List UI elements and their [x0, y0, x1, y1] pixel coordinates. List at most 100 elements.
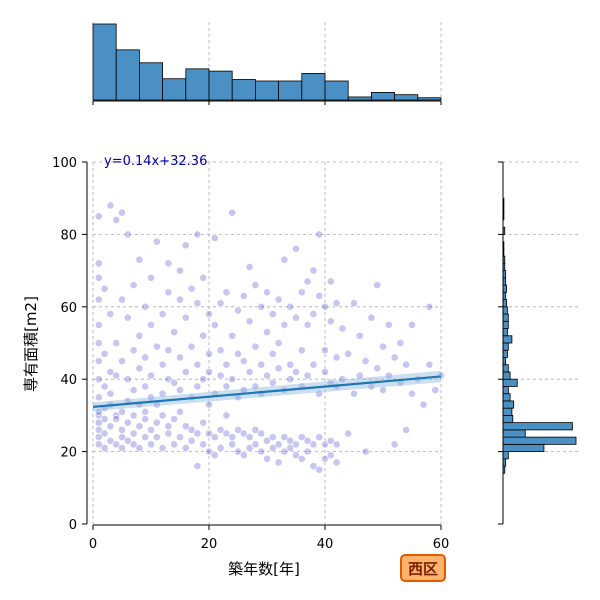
scatter-point — [297, 346, 306, 355]
scatter-point — [379, 386, 387, 394]
scatter-point — [361, 447, 370, 456]
y-tick-label: 60 — [60, 301, 77, 316]
right-hist-bar — [502, 335, 513, 344]
scatter-point — [257, 360, 266, 369]
scatter-point — [176, 295, 184, 304]
scatter-point — [292, 451, 300, 460]
scatter-point — [326, 277, 335, 286]
scatter-point — [315, 230, 324, 239]
scatter-point — [193, 360, 202, 369]
scatter-point — [274, 339, 283, 347]
scatter-point — [181, 444, 190, 452]
scatter-point — [100, 429, 109, 438]
scatter-point — [123, 375, 132, 384]
scatter-point — [274, 458, 283, 467]
scatter-point — [373, 364, 382, 373]
x-tick-label: 40 — [317, 537, 334, 552]
scatter-point — [141, 415, 150, 423]
scatter-point — [94, 273, 103, 282]
scatter-point — [129, 386, 138, 394]
scatter-point — [245, 433, 254, 442]
scatter-point — [379, 342, 387, 351]
scatter-point — [147, 440, 155, 449]
scatter-point — [384, 320, 393, 329]
right-hist-bar — [502, 393, 511, 402]
y-tick-label: 20 — [60, 446, 77, 461]
scatter-point — [408, 389, 416, 398]
right-hist-bar — [502, 451, 509, 460]
scatter-point — [147, 371, 155, 380]
scatter-point — [286, 302, 295, 311]
scatter-point — [205, 310, 213, 318]
main-grid — [92, 161, 442, 524]
scatter-point — [222, 288, 231, 297]
scatter-point — [199, 273, 208, 282]
scatter-point — [158, 360, 167, 369]
scatter-point — [245, 368, 254, 376]
scatter-point — [135, 422, 144, 431]
scatter-point — [268, 378, 277, 387]
scatter-point — [280, 447, 289, 456]
scatter-point — [245, 317, 254, 326]
scatter-point — [234, 447, 242, 456]
scatter-point — [297, 288, 306, 297]
scatter-point — [158, 411, 167, 420]
scatter-point — [205, 447, 213, 456]
scatter-point — [176, 407, 184, 416]
right-hist-bar — [502, 364, 509, 373]
right-hist-bar — [502, 284, 507, 293]
scatter-point — [315, 433, 324, 442]
scatter-point — [321, 302, 329, 311]
scatter-point — [141, 353, 150, 362]
right-hist-bar — [502, 342, 509, 351]
scatter-point — [123, 313, 132, 322]
scatter-point — [205, 368, 213, 376]
top-hist-bar — [162, 78, 187, 101]
y-tick-label: 40 — [60, 373, 77, 388]
scatter-point — [147, 273, 155, 282]
scatter-point — [118, 433, 126, 442]
top-hist-bar — [138, 62, 163, 101]
regression-line-path — [92, 375, 442, 408]
scatter-point — [147, 320, 155, 329]
scatter-point — [280, 433, 289, 442]
scatter-point — [350, 389, 358, 398]
scatter-point — [176, 386, 184, 394]
right-hist-bar — [502, 429, 526, 438]
right-hist-bar — [502, 400, 515, 409]
scatter-point — [164, 422, 173, 431]
y-tick-label: 0 — [69, 518, 77, 533]
ward-badge-box — [400, 554, 446, 582]
scatter-point — [181, 368, 190, 376]
right-hist-bar — [502, 414, 514, 424]
scatter-point — [210, 451, 219, 460]
scatter-point — [251, 281, 260, 289]
scatter-point — [303, 447, 312, 456]
scatter-point — [222, 429, 231, 438]
scatter-point — [193, 230, 202, 239]
scatter-point — [222, 382, 231, 391]
scatter-point — [309, 310, 318, 318]
scatter-point — [141, 407, 150, 416]
scatter-point — [94, 375, 103, 384]
scatter-point — [321, 346, 329, 355]
scatter-point — [141, 433, 150, 442]
scatter-point — [106, 422, 115, 431]
scatter-point — [100, 415, 109, 423]
scatter-point — [158, 310, 167, 318]
scatter-point — [181, 422, 190, 431]
top-hist-bar — [370, 92, 395, 101]
main-axes: 0 20 40 60 0 20 40 60 80 100 — [52, 156, 449, 552]
scatter-point — [118, 444, 126, 452]
top-hist-bar — [417, 97, 442, 101]
top-hist-bar — [278, 80, 303, 101]
scatter-point — [425, 302, 434, 311]
scatter-point — [315, 465, 324, 474]
y-axis-title: 専有面積[m2] — [22, 296, 40, 392]
scatter-point — [315, 389, 324, 398]
right-hist-bar — [502, 371, 511, 380]
right-hist-bar — [502, 436, 577, 445]
top-hist-bar — [92, 23, 117, 101]
scatter-point — [234, 349, 242, 358]
scatter-point — [239, 357, 248, 365]
